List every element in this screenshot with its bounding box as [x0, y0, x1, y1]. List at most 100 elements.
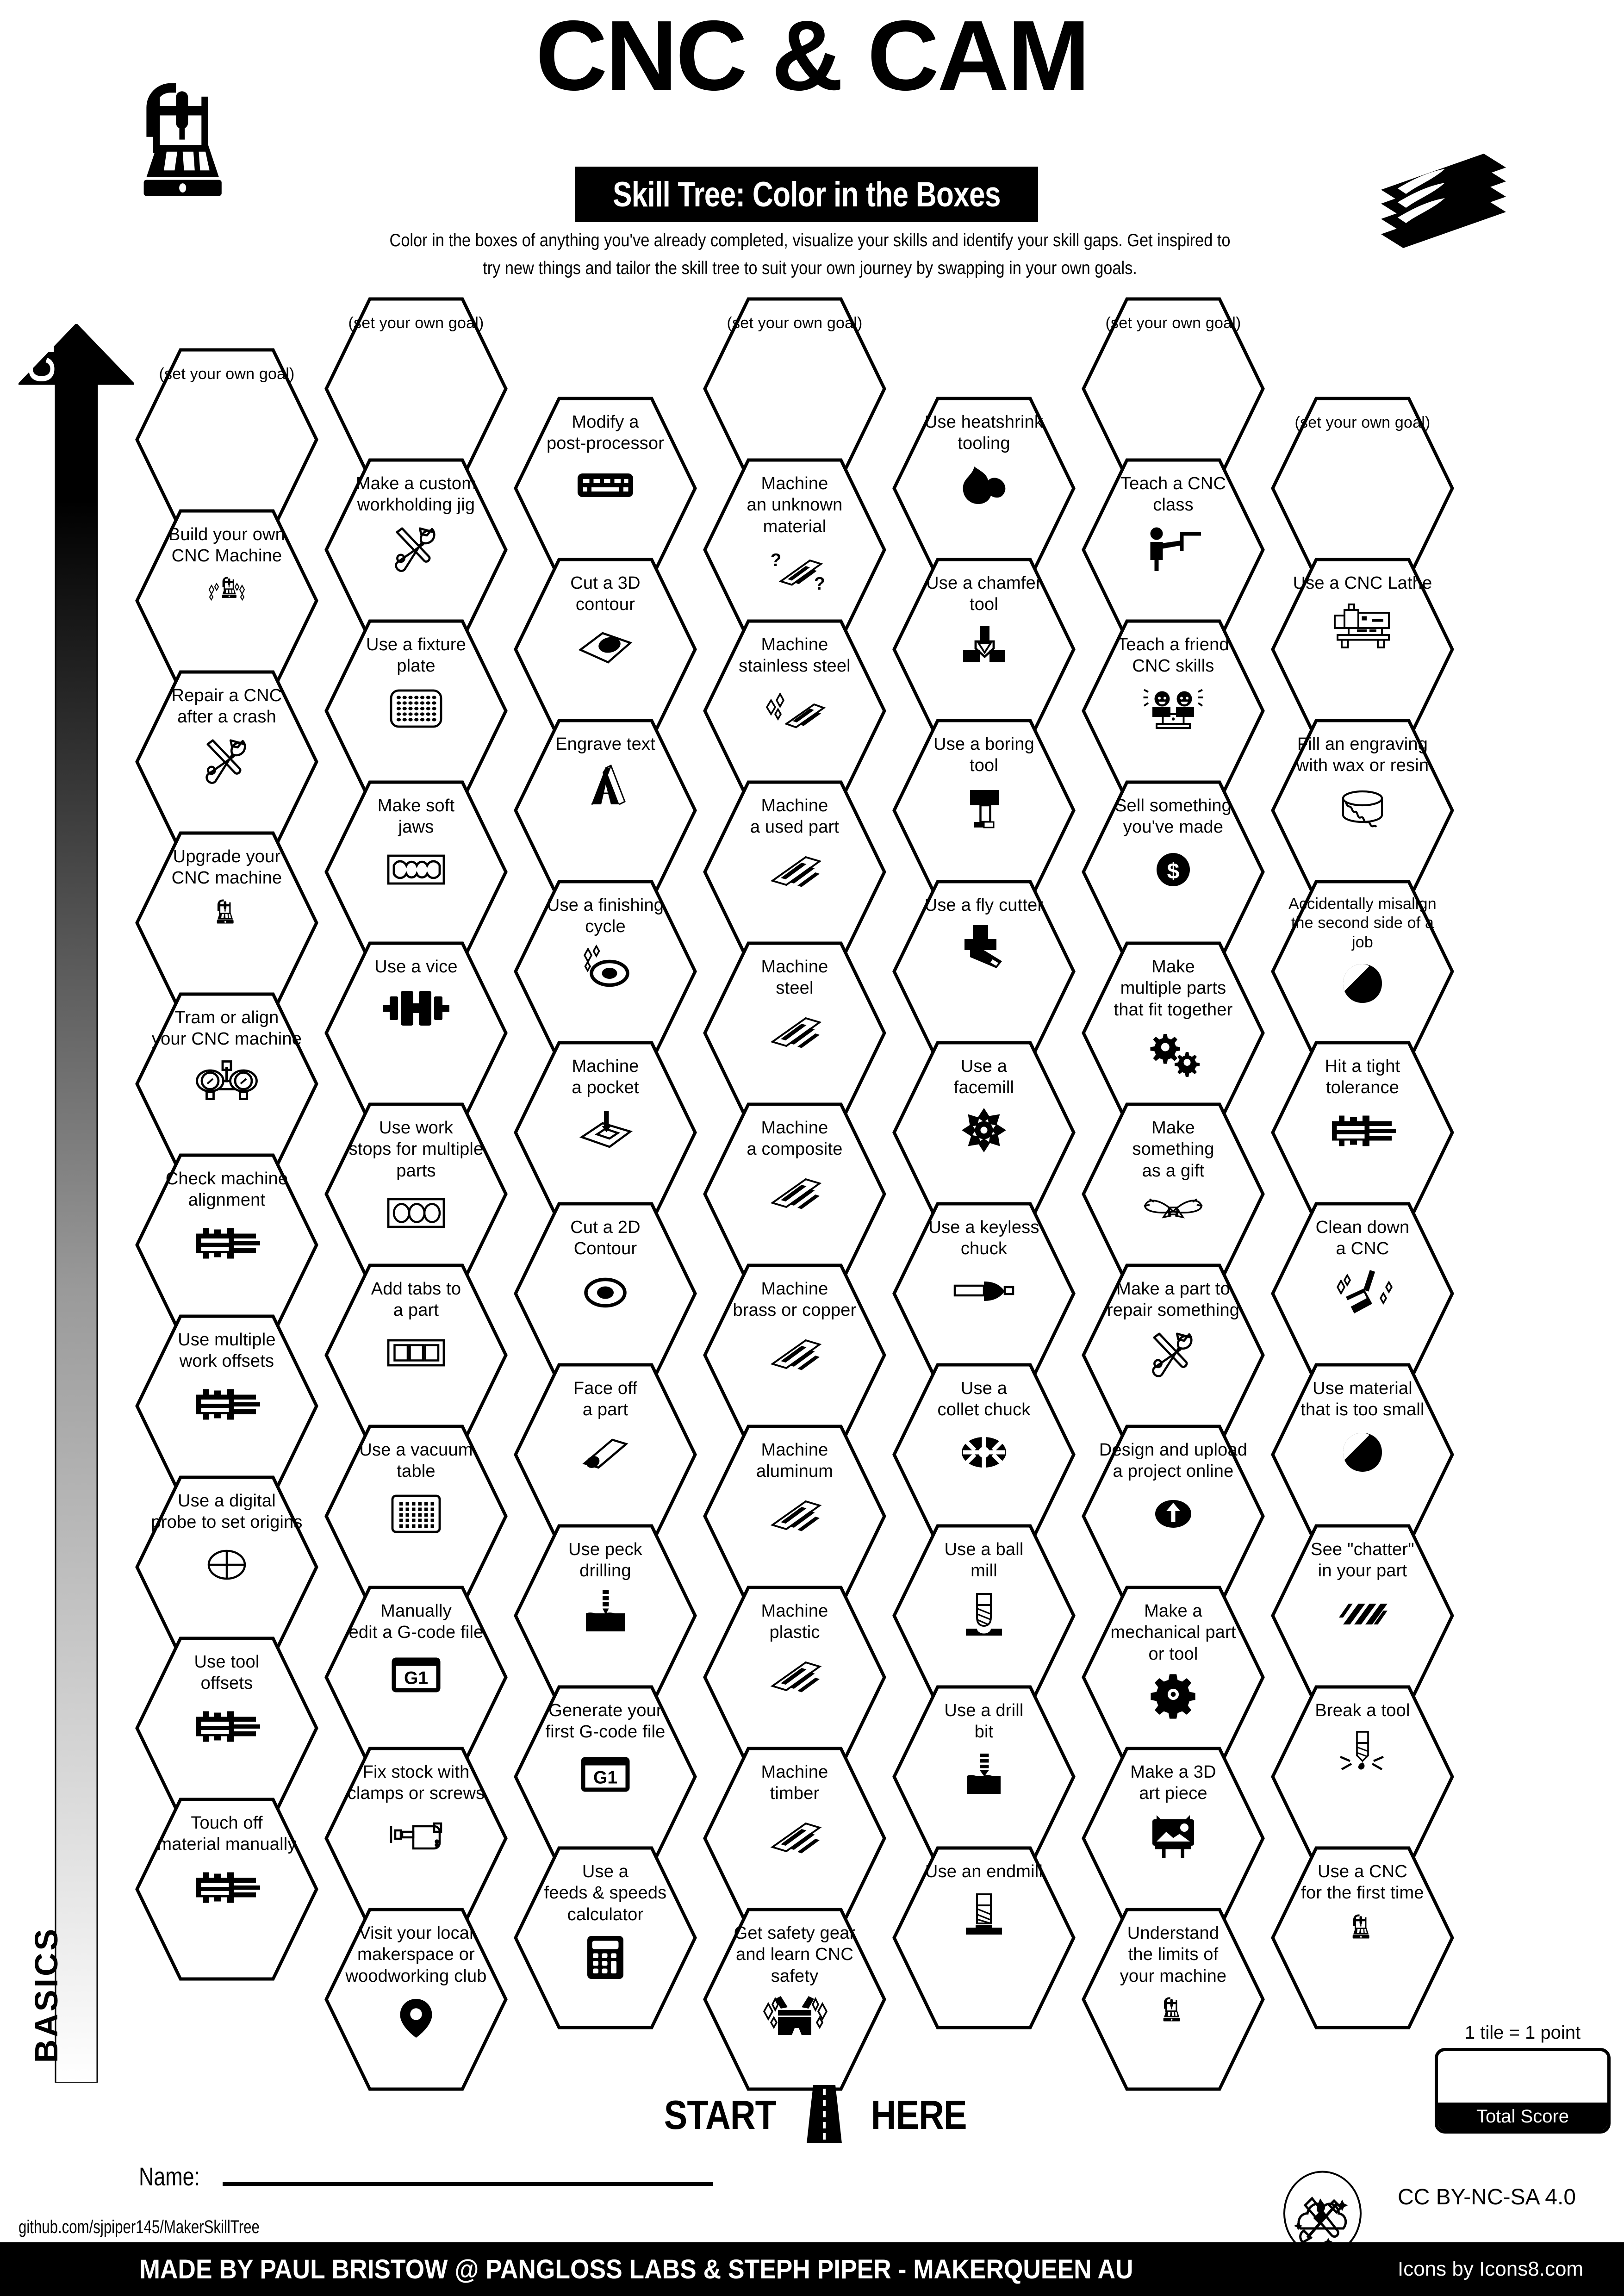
- clamp-icon: [370, 1808, 462, 1864]
- skill-tile[interactable]: Machine a composite: [702, 1101, 887, 1287]
- skill-tile[interactable]: Make multiple parts that fit together: [1081, 940, 1266, 1126]
- skill-tile[interactable]: Make a custom workholding jig: [324, 457, 509, 642]
- skill-tile[interactable]: Teach a CNC class: [1081, 457, 1266, 642]
- ball-mill-icon: [938, 1586, 1030, 1641]
- skill-tile[interactable]: Check machine alignment: [134, 1152, 319, 1338]
- skill-tile-label: Machine an unknown material: [747, 474, 843, 536]
- skill-tile-label: (set your own goal): [348, 314, 484, 332]
- skill-tile[interactable]: Make soft jaws: [324, 779, 509, 964]
- skill-tile[interactable]: Clean down a CNC: [1270, 1201, 1455, 1386]
- skill-tile-label: Make a mechanical part or tool: [1110, 1601, 1236, 1664]
- skill-tile[interactable]: Make a part to repair something: [1081, 1263, 1266, 1448]
- name-input-line[interactable]: [222, 2182, 713, 2186]
- skill-tile-label: Make a part to repair something: [1107, 1279, 1240, 1320]
- skill-tile[interactable]: Accidentally misalign the second side of …: [1270, 879, 1455, 1064]
- skill-tile[interactable]: Visit your local makerspace or woodworking…: [324, 1907, 509, 2092]
- skill-tile-label: Use a digital probe to set origins: [151, 1491, 303, 1532]
- skill-tile[interactable]: (set your own goal): [324, 296, 509, 481]
- skill-tile[interactable]: Use heatshrink tooling: [891, 396, 1076, 581]
- skill-tile[interactable]: Use a keyless chuck: [891, 1201, 1076, 1386]
- total-score-box[interactable]: Total Score: [1435, 2048, 1611, 2134]
- skill-tile[interactable]: Use a facemill: [891, 1040, 1076, 1225]
- skill-tile[interactable]: Fill an engraving with wax or resin: [1270, 718, 1455, 903]
- skill-tile[interactable]: Build your own CNC Machine: [134, 508, 319, 693]
- skill-tile[interactable]: Use a finishing cycle: [513, 879, 698, 1064]
- skill-tile[interactable]: Engrave text: [513, 718, 698, 903]
- g1-code-icon: G1: [370, 1647, 462, 1703]
- skill-tile[interactable]: Make a 3D art piece: [1081, 1746, 1266, 1931]
- skill-tile-label: Understand the limits of your machine: [1120, 1923, 1227, 1986]
- skill-tile[interactable]: Use work stops for multiple parts: [324, 1101, 509, 1287]
- skill-tile-label: Engrave text: [555, 734, 655, 754]
- skill-tile[interactable]: Modify a post-processor: [513, 396, 698, 581]
- skill-tile[interactable]: Get safety gear and learn CNC safety: [702, 1907, 887, 2092]
- skill-tile[interactable]: Sell something you've made $: [1081, 779, 1266, 964]
- skill-tile[interactable]: Fix stock with clamps or screws: [324, 1746, 509, 1931]
- skill-tile-label: Make soft jaws: [377, 796, 455, 837]
- github-url[interactable]: github.com/sjpiper145/MakerSkillTree: [19, 2217, 260, 2237]
- name-field-row[interactable]: Name:: [139, 2161, 713, 2191]
- skill-tile[interactable]: Use a collet chuck: [891, 1362, 1076, 1547]
- skill-tile[interactable]: Use peck drilling: [513, 1523, 698, 1708]
- skill-tile[interactable]: See "chatter" in your part: [1270, 1523, 1455, 1708]
- skill-tile[interactable]: Upgrade your CNC machine: [134, 830, 319, 1015]
- skill-tile[interactable]: Cut a 2D Contour: [513, 1201, 698, 1386]
- skill-tile[interactable]: Teach a friend CNC skills: [1081, 618, 1266, 803]
- skill-tile[interactable]: Hit a tight tolerance: [1270, 1040, 1455, 1225]
- skill-tile[interactable]: Use a fixture plate: [324, 618, 509, 803]
- skill-tile[interactable]: Machine a pocket: [513, 1040, 698, 1225]
- skill-tile[interactable]: (set your own goal): [702, 296, 887, 481]
- skill-tile[interactable]: Use a feeds & speeds calculator: [513, 1845, 698, 2030]
- skill-tile[interactable]: Machine aluminum: [702, 1424, 887, 1609]
- skill-tile[interactable]: Use a digital probe to set origins: [134, 1475, 319, 1660]
- skill-tile[interactable]: Tram or align your CNC machine: [134, 991, 319, 1176]
- skill-tile[interactable]: Machine plastic: [702, 1585, 887, 1770]
- drill-bit-icon: [938, 1747, 1030, 1802]
- skill-tile[interactable]: Machine a used part: [702, 779, 887, 964]
- skill-tile[interactable]: Machine timber: [702, 1746, 887, 1931]
- material-bar-icon: [748, 1647, 841, 1703]
- skill-tile[interactable]: Machine an unknown material??: [702, 457, 887, 642]
- skill-tile[interactable]: Use material that is too small: [1270, 1362, 1455, 1547]
- here-label: HERE: [871, 2092, 967, 2138]
- skill-tile[interactable]: Add tabs to a part: [324, 1263, 509, 1448]
- skill-tile[interactable]: Use a drill bit: [891, 1684, 1076, 1869]
- fly-cutter-icon: [938, 920, 1030, 975]
- skill-tile[interactable]: Use a ball mill: [891, 1523, 1076, 1708]
- skill-tile[interactable]: Repair a CNC after a crash: [134, 669, 319, 854]
- skill-tile[interactable]: Use a fly cutter: [891, 879, 1076, 1064]
- skill-tile-label: Tram or align your CNC machine: [151, 1008, 302, 1049]
- skill-tile[interactable]: (set your own goal): [134, 347, 319, 532]
- skill-tile[interactable]: Use a boring tool: [891, 718, 1076, 903]
- skill-tile[interactable]: Use a CNC for the first time: [1270, 1845, 1455, 2030]
- skill-tile[interactable]: Generate your first G-code file G1: [513, 1684, 698, 1869]
- skill-tile[interactable]: Understand the limits of your machine: [1081, 1907, 1266, 2092]
- skill-tile[interactable]: Make a mechanical part or tool: [1081, 1585, 1266, 1770]
- skill-tile[interactable]: Use a vacuum table: [324, 1424, 509, 1609]
- skill-tile-label: Clean down a CNC: [1315, 1218, 1410, 1259]
- skill-tile[interactable]: Use an endmill: [891, 1845, 1076, 2030]
- skill-tile[interactable]: Manually edit a G-code file G1: [324, 1585, 509, 1770]
- skill-tile[interactable]: Machine brass or copper: [702, 1263, 887, 1448]
- skill-tile[interactable]: Touch off material manually: [134, 1797, 319, 1982]
- skill-tile[interactable]: Use a vice: [324, 940, 509, 1126]
- skill-tile[interactable]: Use a chamfer tool: [891, 557, 1076, 742]
- skill-tile[interactable]: Machine steel: [702, 940, 887, 1126]
- work-stops-icon: [370, 1185, 462, 1241]
- no-icon: [370, 336, 462, 392]
- svg-text:?: ?: [814, 574, 825, 594]
- skill-tile[interactable]: Use multiple work offsets: [134, 1313, 319, 1499]
- skill-tile[interactable]: Design and upload a project online: [1081, 1424, 1266, 1609]
- skill-tile-label: Hit a tight tolerance: [1325, 1057, 1400, 1098]
- total-score-label: Total Score: [1438, 2103, 1607, 2130]
- skill-tile[interactable]: Cut a 3D contour: [513, 557, 698, 742]
- caliper-icon: [180, 1215, 273, 1270]
- skill-tile[interactable]: (set your own goal): [1270, 396, 1455, 581]
- skill-tile[interactable]: (set your own goal): [1081, 296, 1266, 481]
- skill-tile[interactable]: Break a tool: [1270, 1684, 1455, 1869]
- skill-tile[interactable]: Machine stainless steel: [702, 618, 887, 803]
- skill-tile[interactable]: Make something as a gift: [1081, 1101, 1266, 1287]
- skill-tile[interactable]: Use tool offsets: [134, 1636, 319, 1821]
- skill-tile[interactable]: Use a CNC Lathe: [1270, 557, 1455, 742]
- skill-tile[interactable]: Face off a part: [513, 1362, 698, 1547]
